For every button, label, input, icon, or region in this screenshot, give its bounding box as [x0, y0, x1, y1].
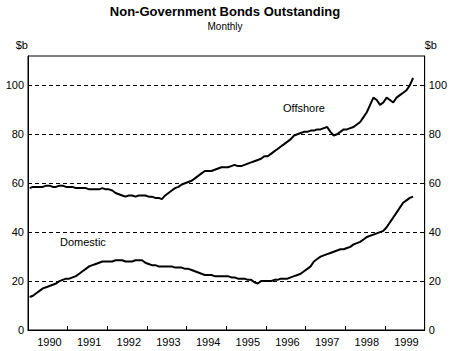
svg-text:100: 100: [429, 79, 447, 91]
svg-text:1998: 1998: [355, 336, 379, 348]
svg-text:0: 0: [18, 324, 24, 336]
svg-text:0: 0: [429, 324, 435, 336]
svg-text:Domestic: Domestic: [60, 236, 106, 248]
svg-text:60: 60: [12, 177, 24, 189]
svg-text:Monthly: Monthly: [207, 21, 242, 32]
svg-text:80: 80: [429, 128, 441, 140]
svg-text:1993: 1993: [156, 336, 180, 348]
svg-text:60: 60: [429, 177, 441, 189]
svg-text:1997: 1997: [315, 336, 339, 348]
svg-text:1991: 1991: [77, 336, 101, 348]
svg-text:40: 40: [12, 226, 24, 238]
svg-text:1995: 1995: [236, 336, 260, 348]
svg-text:$b: $b: [425, 39, 437, 51]
svg-text:1992: 1992: [117, 336, 141, 348]
svg-text:Offshore: Offshore: [283, 102, 325, 114]
svg-text:Non-Government Bonds Outstandi: Non-Government Bonds Outstanding: [110, 4, 340, 19]
svg-text:1999: 1999: [394, 336, 418, 348]
svg-text:40: 40: [429, 226, 441, 238]
svg-text:1994: 1994: [196, 336, 220, 348]
svg-text:20: 20: [429, 275, 441, 287]
svg-text:20: 20: [12, 275, 24, 287]
svg-text:1990: 1990: [37, 336, 61, 348]
svg-text:$b: $b: [16, 39, 28, 51]
svg-text:80: 80: [12, 128, 24, 140]
svg-text:1996: 1996: [275, 336, 299, 348]
svg-text:100: 100: [6, 79, 24, 91]
